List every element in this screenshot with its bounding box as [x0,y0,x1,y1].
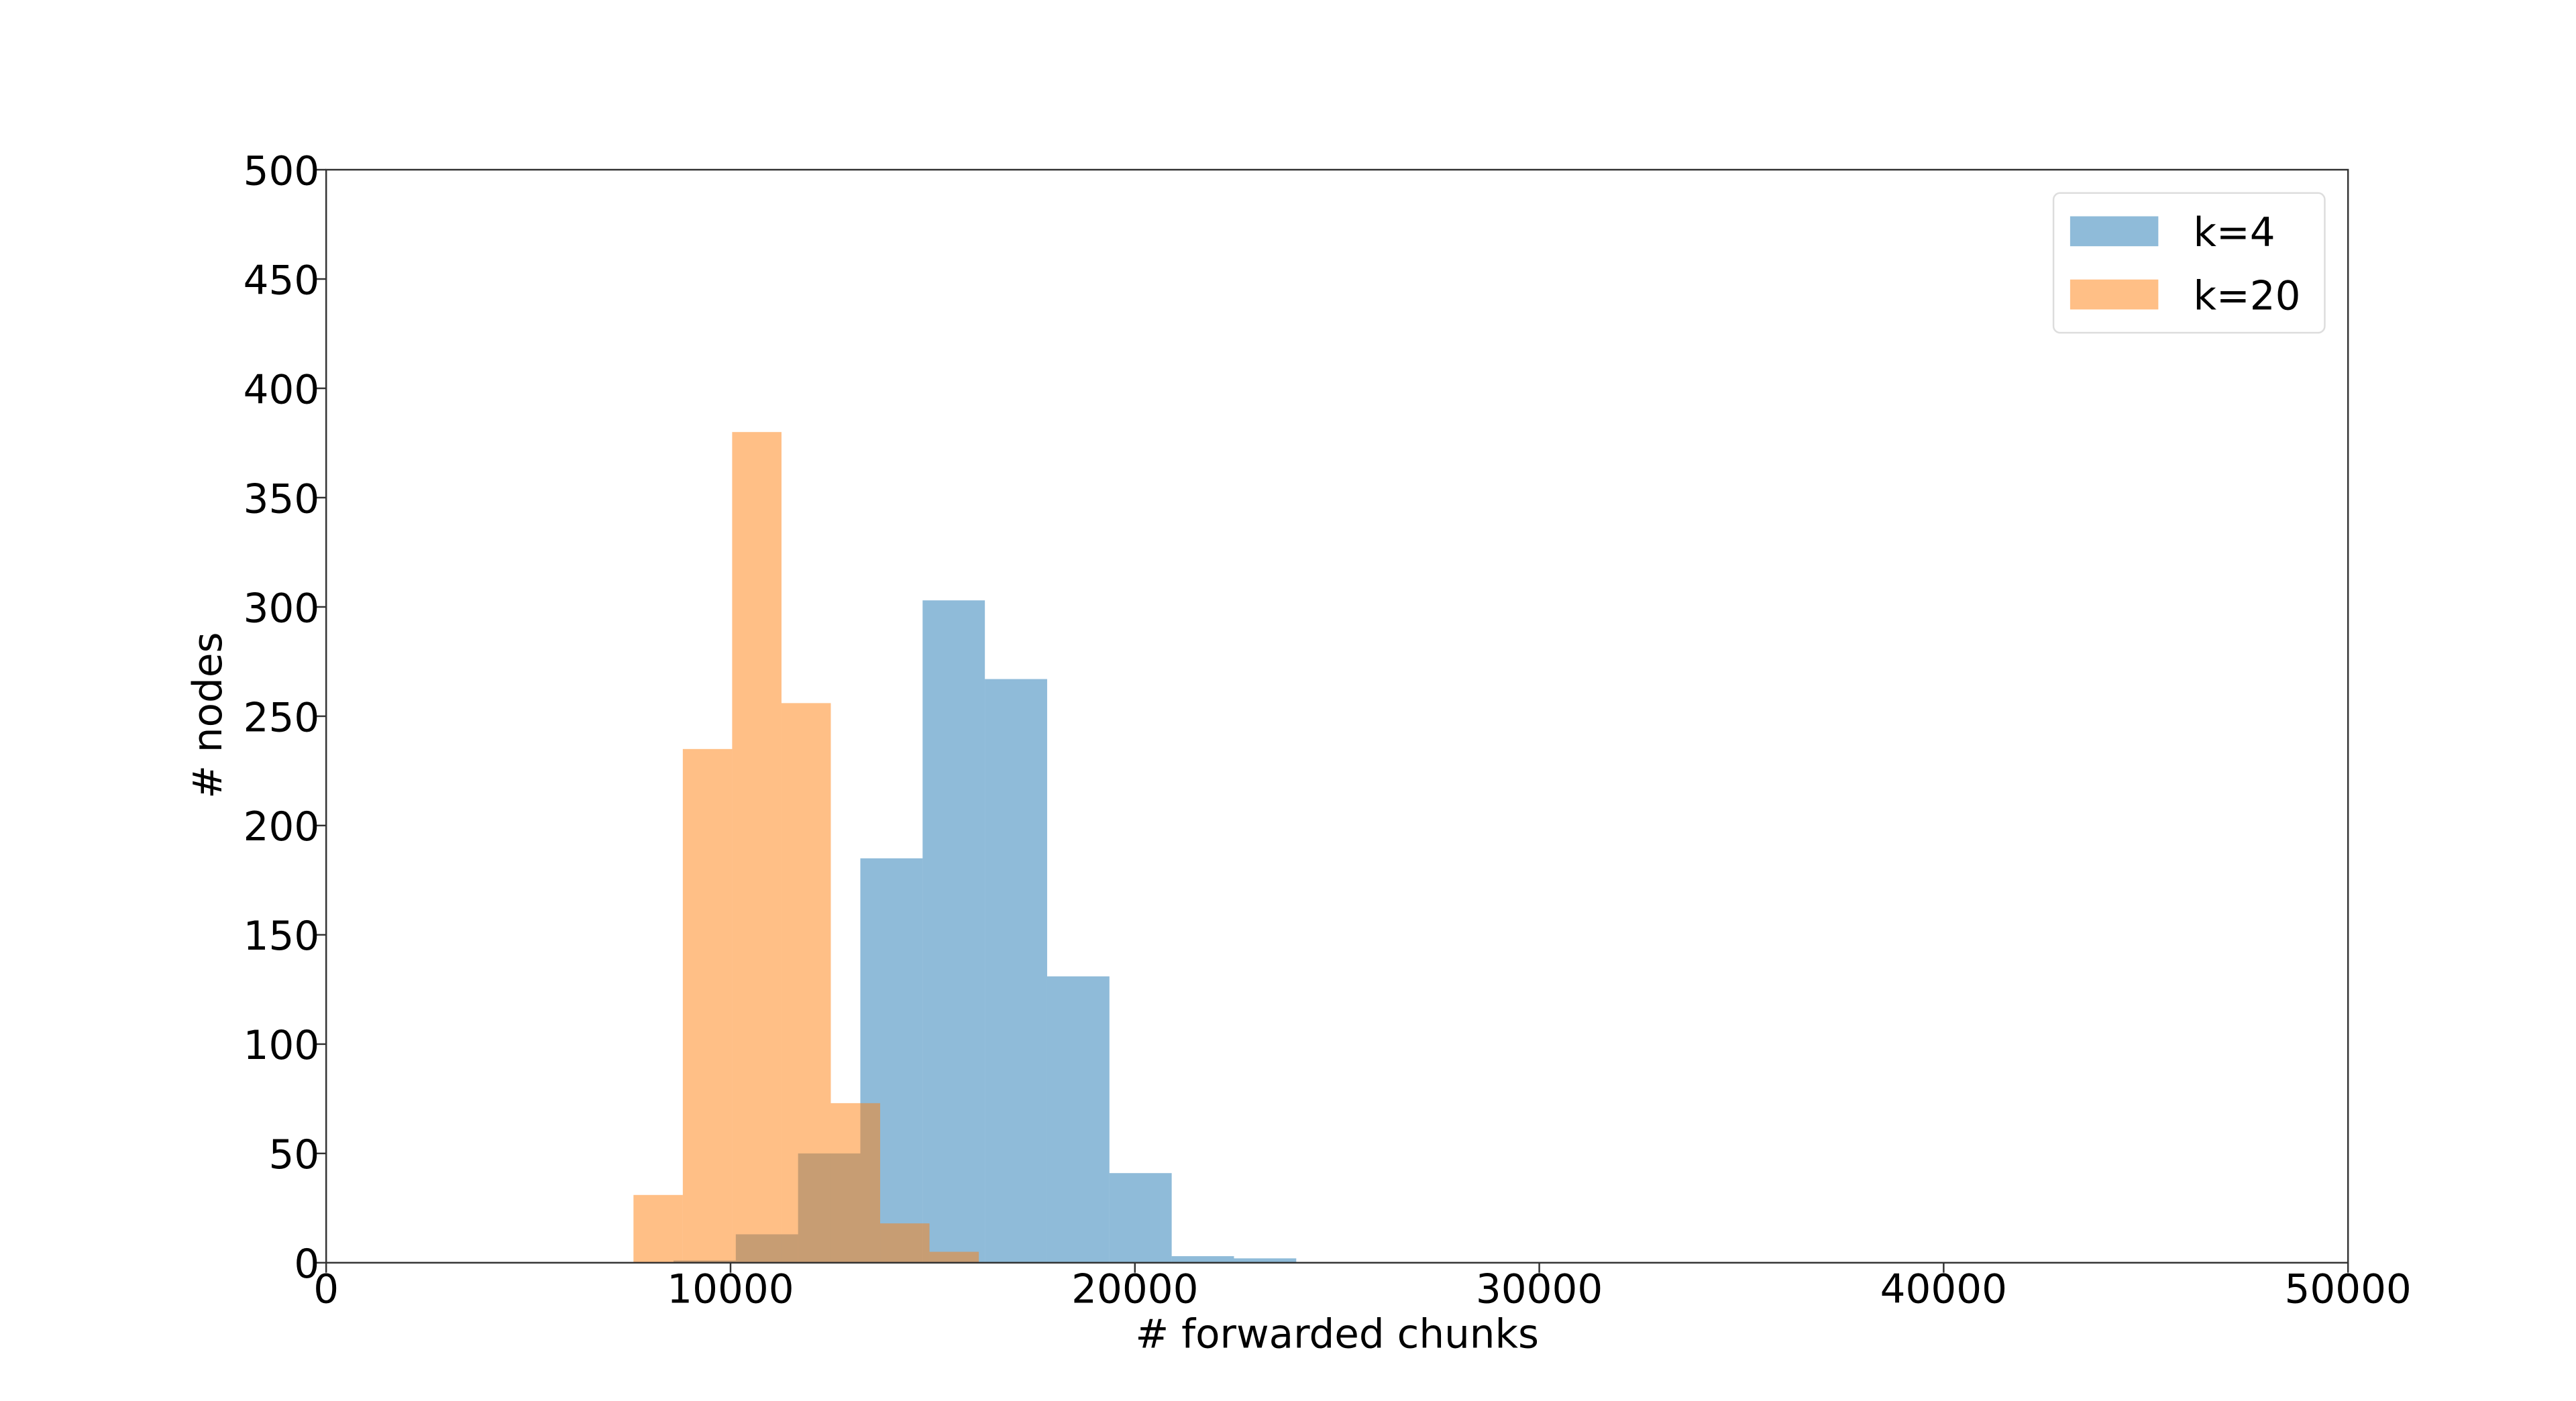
y-tick-label: 150 [244,913,320,960]
bar [1109,1173,1172,1263]
legend-label: k=20 [2193,273,2300,319]
x-tick-label: 30000 [1476,1266,1603,1312]
y-tick-label: 500 [244,148,320,194]
y-tick-label: 100 [244,1023,320,1069]
bar [682,748,733,1263]
bar [781,703,831,1263]
plot-area [633,432,1297,1263]
x-axis-label: # forwarded chunks [1135,1311,1539,1357]
x-tick-label: 20000 [1071,1266,1198,1312]
bar [922,600,985,1263]
y-tick-label: 0 [294,1241,319,1288]
y-axis-label: # nodes [185,632,231,799]
bar [1046,976,1110,1263]
bar [929,1251,979,1263]
bar [880,1223,930,1263]
x-tick-label: 50000 [2284,1266,2411,1312]
y-tick-label: 200 [244,804,320,850]
y-tick-label: 250 [244,695,320,741]
x-tick-label: 40000 [1880,1266,2007,1312]
bar [1234,1258,1297,1263]
x-tick-label: 0 [313,1266,339,1312]
bar [985,679,1047,1263]
y-tick-label: 450 [244,258,320,304]
bar [633,1194,683,1263]
y-tick-label: 300 [244,585,320,632]
bar [1171,1256,1234,1263]
legend-label: k=4 [2193,210,2275,256]
x-tick-label: 10000 [667,1266,794,1312]
y-tick-label: 50 [269,1132,320,1178]
y-tick-label: 350 [244,476,320,522]
legend-swatch [2070,279,2159,310]
bar [830,1103,881,1263]
y-tick-label: 400 [244,367,320,413]
bar [732,432,782,1263]
legend-swatch [2070,216,2159,247]
legend: k=4 k=20 [2052,192,2326,334]
